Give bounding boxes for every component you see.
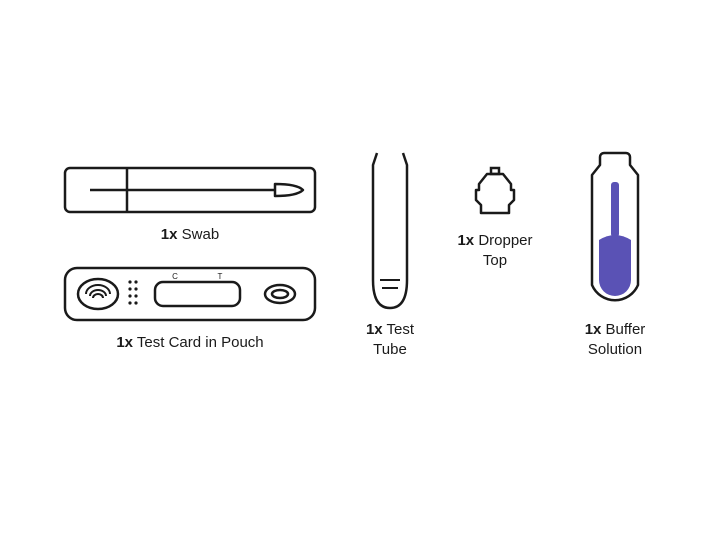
test-tube-label: 1x TestTube	[345, 320, 435, 359]
dropper-top-item: 1x DropperTop	[445, 165, 545, 270]
test-card-item: C T 1x Test Card in Pouch	[60, 265, 320, 353]
test-tube-icon	[365, 150, 415, 312]
svg-text:C: C	[172, 272, 178, 281]
test-card-icon: C T	[60, 265, 320, 323]
dropper-top-label: 1x DropperTop	[445, 231, 545, 270]
test-card-label: 1x Test Card in Pouch	[60, 333, 320, 353]
buffer-solution-label: 1x BufferSolution	[565, 320, 665, 359]
kit-contents-diagram: 1x Swab C T 1x Tes	[0, 140, 713, 400]
dropper-top-icon	[467, 165, 523, 221]
svg-text:T: T	[218, 272, 223, 281]
buffer-solution-item: 1x BufferSolution	[565, 150, 665, 359]
swab-item: 1x Swab	[60, 165, 320, 245]
swab-icon	[60, 165, 320, 215]
test-tube-item: 1x TestTube	[345, 150, 435, 359]
swab-label: 1x Swab	[60, 225, 320, 245]
buffer-solution-icon	[582, 150, 648, 312]
